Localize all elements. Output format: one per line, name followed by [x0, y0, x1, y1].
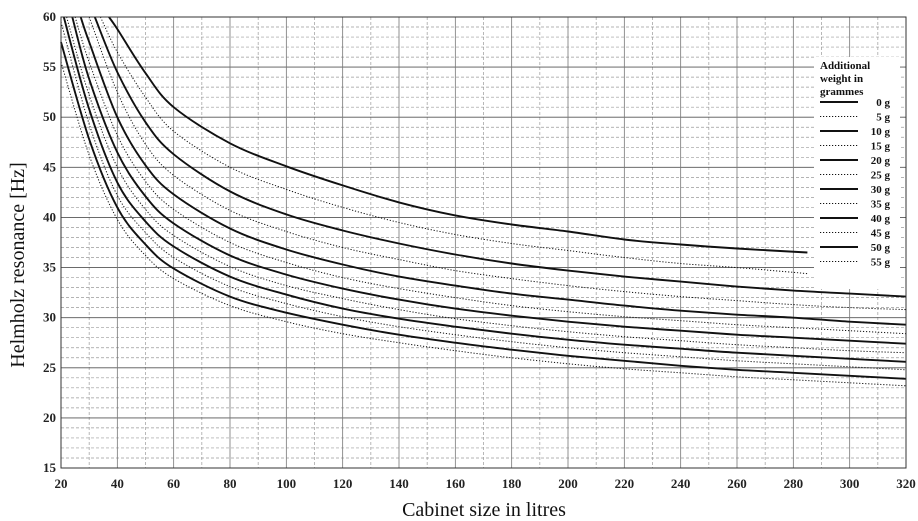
x-tick-label: 280: [784, 476, 804, 491]
y-tick-label: 15: [43, 460, 57, 475]
legend-label: 5 g: [876, 112, 890, 124]
legend-label: 50 g: [871, 242, 891, 254]
y-tick-label: 35: [43, 260, 57, 275]
series-layer: [60, 16, 907, 387]
x-tick-label: 180: [502, 476, 522, 491]
x-tick-label: 140: [389, 476, 409, 491]
legend-label: 45 g: [871, 228, 891, 240]
series-line-30g: [71, 16, 907, 345]
x-tick-label: 20: [55, 476, 68, 491]
x-tick-label: 160: [446, 476, 466, 491]
legend-title-line-2: weight in: [820, 73, 863, 85]
y-tick-label: 50: [43, 109, 56, 124]
legend-items: 0 g 5 g 10 g 15 g 20 g 25 g 30 g 35 g 40 g 45 g 50…: [820, 97, 891, 269]
x-tick-label: 40: [111, 476, 124, 491]
y-tick-label: 60: [43, 9, 56, 24]
legend-label: 0 g: [876, 97, 890, 109]
x-tick-label: 300: [840, 476, 860, 491]
series-line-15g: [88, 16, 907, 311]
legend-label: 20 g: [871, 155, 891, 167]
x-tick-label: 60: [167, 476, 180, 491]
series-line-5g: [99, 16, 808, 275]
legend-label: 40 g: [871, 213, 891, 225]
legend: Additional weight in grammes 0 g 5 g 10 g 1…: [814, 57, 900, 289]
x-tick-label: 220: [615, 476, 635, 491]
x-tick-label: 320: [896, 476, 916, 491]
minor-grid: [61, 17, 906, 468]
y-tick-label: 55: [43, 59, 57, 74]
legend-title-line-3: grammes: [820, 86, 864, 98]
series-line-10g: [93, 16, 907, 298]
x-tick-label: 240: [671, 476, 691, 491]
x-axis-title: Cabinet size in litres: [402, 499, 566, 521]
y-axis-title: Helmholz resonance [Hz]: [7, 162, 29, 367]
y-tick-label: 40: [43, 209, 56, 224]
series-line-25g: [74, 16, 907, 335]
legend-title-line-1: Additional: [820, 60, 870, 72]
series-line-50g: [60, 41, 907, 380]
series-line-0g: [108, 16, 808, 254]
x-tick-labels: 20 40 60 80 100 120 140 160 180 200 220 240 260 280 30…: [55, 476, 916, 491]
legend-label: 15 g: [871, 141, 891, 153]
plot-frame: [60, 16, 907, 469]
series-line-20g: [79, 16, 907, 326]
y-tick-labels: 15 20 25 30 35 40 45 50 55 60: [43, 9, 57, 475]
x-tick-label: 200: [558, 476, 578, 491]
series-line-35g: [66, 16, 907, 354]
legend-label: 10 g: [871, 126, 891, 138]
series-line-40g: [62, 16, 907, 363]
x-tick-label: 260: [727, 476, 747, 491]
y-tick-label: 45: [43, 159, 57, 174]
x-tick-label: 100: [277, 476, 297, 491]
x-tick-label: 120: [333, 476, 353, 491]
y-tick-label: 30: [43, 310, 56, 325]
y-tick-label: 25: [43, 360, 57, 375]
legend-label: 55 g: [871, 257, 891, 269]
legend-label: 25 g: [871, 170, 891, 182]
legend-label: 35 g: [871, 199, 891, 211]
y-tick-label: 20: [43, 410, 56, 425]
legend-background: [814, 57, 900, 289]
x-tick-label: 80: [224, 476, 237, 491]
legend-label: 30 g: [871, 184, 891, 196]
